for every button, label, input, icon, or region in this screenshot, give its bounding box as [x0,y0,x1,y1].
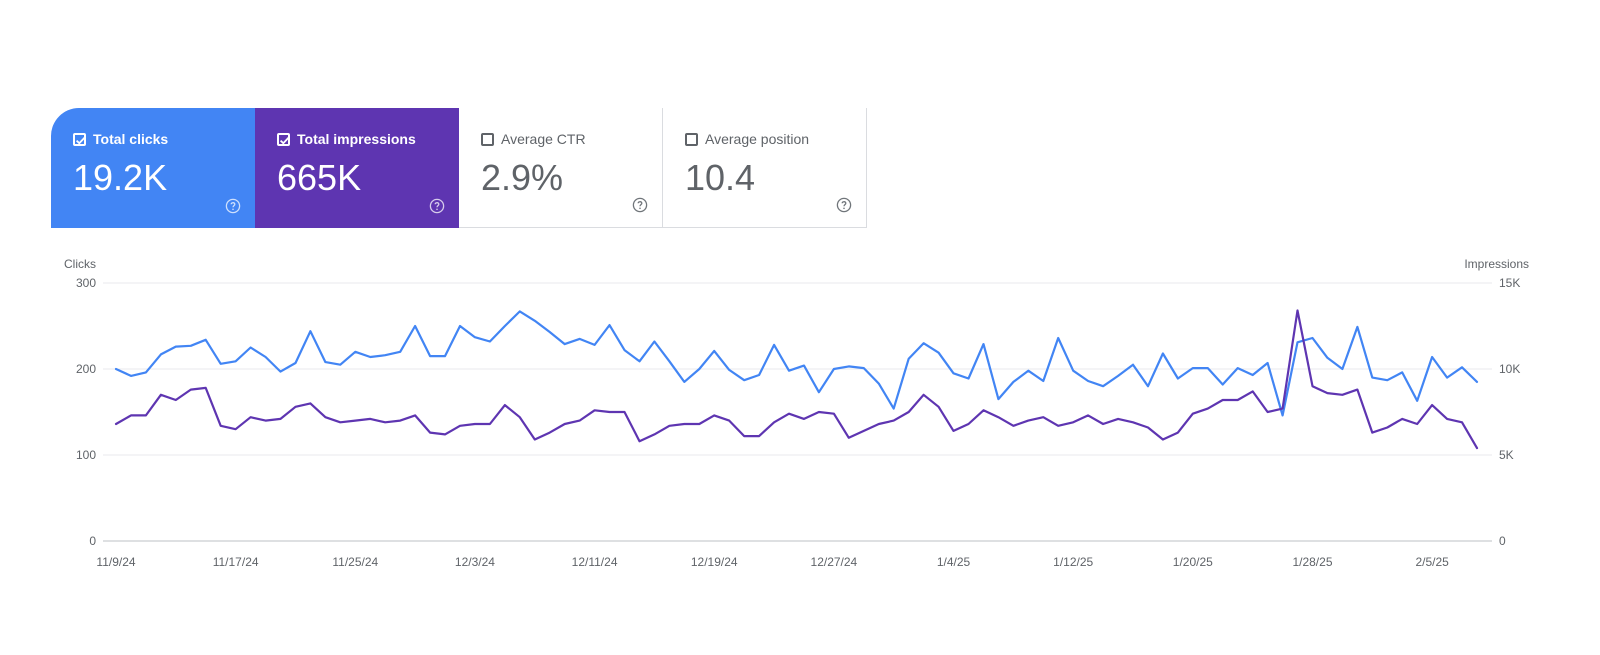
checkbox-unchecked-icon[interactable] [685,132,698,146]
x-tick-label: 12/19/24 [691,555,738,569]
card-value: 19.2K [73,157,168,198]
x-tick-label: 11/25/24 [332,555,378,569]
card-label: Average CTR [501,131,586,147]
y-axis-left-title: Clicks [64,257,96,271]
y-axis-right-title: Impressions [1464,257,1529,271]
y-tick-label-left: 300 [76,276,96,290]
card-header: Average position [685,131,809,147]
y-tick-label-left: 100 [76,448,96,462]
x-tick-label: 11/9/24 [96,555,135,569]
impressions-series-line [114,309,1479,450]
series-lines [114,309,1479,450]
average-position-card[interactable]: Average position 10.4 [663,108,867,228]
x-tick-label: 2/5/25 [1415,555,1449,569]
y-tick-label-left: 200 [76,362,96,376]
help-icon[interactable] [632,197,648,213]
x-tick-label: 12/3/24 [455,555,495,569]
y-tick-label-right: 10K [1499,362,1520,376]
x-tick-label: 1/4/25 [937,555,971,569]
card-value: 10.4 [685,157,756,198]
checkbox-unchecked-icon[interactable] [481,132,494,146]
x-tick-label: 1/20/25 [1173,555,1213,569]
total-clicks-card[interactable]: Total clicks 19.2K [51,108,255,228]
total-impressions-card[interactable]: Total impressions 665K [255,108,459,228]
card-header: Total clicks [73,131,168,147]
x-tick-label: 11/17/24 [213,555,259,569]
gridlines [103,282,1492,456]
help-icon[interactable] [429,198,445,214]
y-tick-label-right: 0 [1499,534,1506,548]
clicks-series-line [114,310,1479,417]
metric-cards: Total clicks 19.2K Total impressions 665… [51,108,867,228]
x-tick-label: 12/11/24 [572,555,618,569]
checkbox-checked-icon[interactable] [277,132,290,146]
axes: 0 0 100 5K 200 10K 300 15K 11/9/24 11/17/24 11/25/… [76,276,1520,569]
card-label: Total clicks [93,131,169,147]
y-tick-label-right: 15K [1499,276,1520,290]
average-ctr-card[interactable]: Average CTR 2.9% [459,108,663,228]
checkbox-checked-icon[interactable] [73,132,86,146]
x-tick-label: 12/27/24 [811,555,858,569]
y-tick-label-left: 0 [89,534,96,548]
y-tick-label-right: 5K [1499,448,1514,462]
x-tick-label: 1/28/25 [1292,555,1332,569]
card-value: 665K [277,157,362,198]
card-value: 2.9% [481,157,564,198]
card-label: Average position [705,131,810,147]
card-header: Total impressions [277,131,416,147]
card-header: Average CTR [481,131,586,147]
card-label: Total impressions [297,131,416,147]
help-icon[interactable] [225,198,241,214]
x-tick-label: 1/12/25 [1053,555,1093,569]
help-icon[interactable] [836,197,852,213]
